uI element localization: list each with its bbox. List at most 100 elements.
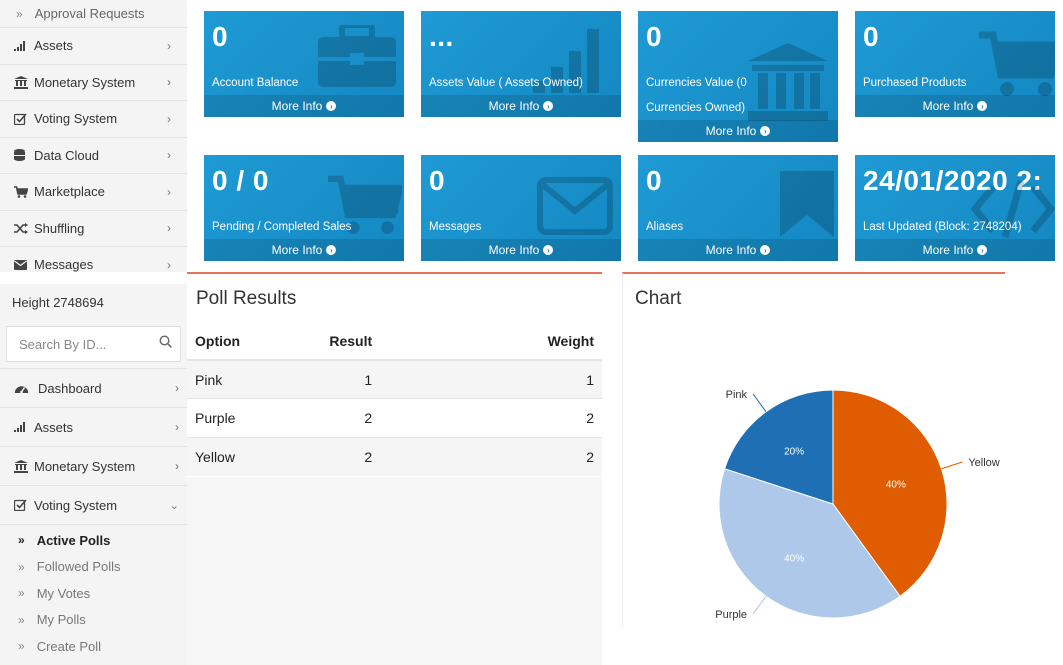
cell-weight: 2 bbox=[522, 436, 602, 476]
sidebar-item-create-poll[interactable]: » Create Poll bbox=[0, 633, 187, 660]
more-info-link[interactable]: More Info › bbox=[855, 239, 1055, 261]
more-info-label: More Info bbox=[488, 243, 540, 257]
chevron-right-icon: › bbox=[167, 221, 171, 236]
cell-option: Yellow bbox=[187, 436, 266, 476]
search-input[interactable] bbox=[19, 336, 159, 352]
more-info-link[interactable]: More Info › bbox=[421, 239, 621, 261]
sidebar-item-monetary-system[interactable]: Monetary System › bbox=[0, 446, 187, 485]
double-chevron-right-icon: » bbox=[18, 612, 25, 627]
sidebar-item-label: Dashboard bbox=[38, 380, 102, 396]
info-box-label: Last Updated (Block: 2748204) bbox=[863, 221, 1022, 233]
sidebar-item-label: Data Cloud bbox=[34, 147, 100, 163]
more-info-link[interactable]: More Info › bbox=[638, 120, 838, 142]
sidebar-item-my-votes[interactable]: » My Votes bbox=[0, 580, 187, 607]
info-box-label-line2: Currencies Owned) bbox=[646, 102, 746, 114]
chevron-down-icon: ⌄ bbox=[169, 499, 179, 512]
sidebar-item-label: Active Polls bbox=[36, 532, 111, 548]
info-box-value: 0 / 0 bbox=[212, 165, 269, 196]
chevron-right-icon: › bbox=[175, 459, 179, 473]
cell-option: Pink bbox=[187, 359, 266, 399]
pie-chart: 40% Yellow 40% Purple 20% Pink bbox=[715, 389, 1000, 621]
cell-result: 2 bbox=[265, 436, 523, 476]
info-box-label: Pending / Completed Sales bbox=[212, 221, 352, 233]
info-box-aliases: 0 Aliases More Info › bbox=[638, 155, 838, 261]
sidebar-item-marketplace[interactable]: Marketplace › bbox=[0, 173, 187, 210]
more-info-label: More Info bbox=[488, 99, 540, 113]
pie-slice-purple[interactable] bbox=[718, 468, 901, 619]
info-box-assets-value: ... Assets Value ( Assets Owned) More In… bbox=[421, 11, 621, 117]
column-header-option: Option bbox=[187, 322, 266, 361]
double-chevron-right-icon: » bbox=[18, 533, 25, 548]
sidebar-item-dashboard[interactable]: Dashboard › bbox=[0, 368, 187, 407]
sidebar-item-messages[interactable]: Messages › bbox=[0, 246, 187, 283]
more-info-link[interactable]: More Info › bbox=[204, 95, 404, 117]
sidebar-item-followed-polls[interactable]: » Followed Polls bbox=[0, 554, 187, 581]
sidebar-item-active-polls[interactable]: » Active Polls bbox=[0, 527, 187, 554]
top-sidebar: » Approval Requests Assets › Monetary Sy… bbox=[0, 0, 187, 272]
sidebar-item-label: Assets bbox=[34, 419, 74, 435]
database-icon bbox=[14, 149, 32, 162]
chevron-right-icon: › bbox=[167, 111, 171, 126]
info-box-label: Purchased Products bbox=[863, 77, 967, 89]
sidebar-item-label: Monetary System bbox=[34, 74, 136, 90]
arrow-circle-right-icon: › bbox=[760, 245, 771, 255]
table-row: Pink 1 1 bbox=[187, 359, 602, 399]
info-box-account-balance: 0 Account Balance More Info › bbox=[204, 11, 404, 117]
bar-chart-icon bbox=[533, 21, 613, 98]
arrow-circle-right-icon: › bbox=[977, 245, 988, 255]
sidebar-item-voting-system[interactable]: Voting System ⌄ bbox=[0, 485, 187, 524]
sidebar-item-monetary-system[interactable]: Monetary System › bbox=[0, 63, 187, 101]
more-info-label: More Info bbox=[922, 99, 974, 113]
pie-category-label: Pink bbox=[726, 389, 748, 401]
chevron-right-icon: › bbox=[167, 75, 171, 90]
chevron-right-icon: › bbox=[175, 381, 179, 395]
shuffle-icon bbox=[14, 222, 32, 234]
sidebar-item-label: Marketplace bbox=[34, 184, 105, 200]
chevron-right-icon: › bbox=[167, 148, 171, 163]
more-info-link[interactable]: More Info › bbox=[855, 95, 1055, 117]
table-row: Yellow 2 2 bbox=[187, 436, 602, 476]
pie-category-label: Yellow bbox=[968, 457, 999, 469]
poll-results-panel: Poll Results Option Result Weight Pink 1… bbox=[187, 272, 602, 665]
pie-percent-label: 40% bbox=[784, 553, 804, 564]
block-height: Height 2748694 bbox=[12, 294, 104, 310]
info-box-pending-completed-sales: 0 / 0 Pending / Completed Sales More Inf… bbox=[204, 155, 404, 261]
info-box-value: 0 bbox=[429, 165, 446, 196]
sidebar-item-data-cloud[interactable]: Data Cloud › bbox=[0, 136, 187, 174]
cell-result: 1 bbox=[265, 359, 523, 399]
pie-slice-yellow[interactable] bbox=[832, 389, 948, 597]
bank-icon bbox=[14, 75, 32, 89]
pie-category-label: Purple bbox=[715, 609, 747, 621]
sidebar-item-voting-system[interactable]: Voting System › bbox=[0, 100, 187, 137]
sidebar-item-assets[interactable]: Assets › bbox=[0, 407, 187, 446]
info-box-label: Aliases bbox=[646, 221, 684, 233]
info-box-label: Account Balance bbox=[212, 77, 299, 89]
bar-chart-icon bbox=[14, 40, 32, 51]
search-icon[interactable] bbox=[159, 335, 172, 353]
info-box-value: 0 bbox=[646, 165, 663, 196]
sidebar-item-my-polls[interactable]: » My Polls bbox=[0, 607, 187, 634]
chevron-right-icon: › bbox=[167, 38, 171, 53]
chart-title: Chart bbox=[635, 288, 682, 309]
sidebar-item-label: Voting System bbox=[34, 497, 118, 513]
info-box-label: Currencies Value (0 bbox=[646, 77, 747, 89]
sidebar: Height 2748694 Dashboard › Assets › Mone… bbox=[0, 284, 187, 665]
pie-slice-pink[interactable] bbox=[723, 389, 834, 505]
more-info-link[interactable]: More Info › bbox=[204, 239, 404, 261]
more-info-link[interactable]: More Info › bbox=[421, 95, 621, 117]
sidebar-item-approval-requests[interactable]: » Approval Requests bbox=[0, 0, 187, 27]
cell-weight: 1 bbox=[522, 359, 602, 399]
chevron-right-icon: › bbox=[167, 257, 171, 272]
column-header-weight: Weight bbox=[522, 322, 602, 361]
sidebar-item-label: My Polls bbox=[36, 612, 86, 628]
more-info-link[interactable]: More Info › bbox=[638, 239, 838, 261]
sidebar-item-assets[interactable]: Assets › bbox=[0, 27, 187, 64]
chevron-right-icon: › bbox=[175, 420, 179, 434]
info-box-currencies-value: 0 Currencies Value (0 Currencies Owned) … bbox=[638, 11, 838, 142]
table-row: Purple 2 2 bbox=[187, 398, 602, 437]
sidebar-item-shuffling[interactable]: Shuffling › bbox=[0, 209, 187, 247]
double-chevron-right-icon: » bbox=[18, 586, 25, 601]
more-info-label: More Info bbox=[705, 243, 757, 257]
table-header-row: Option Result Weight bbox=[187, 322, 602, 361]
more-info-label: More Info bbox=[271, 99, 323, 113]
